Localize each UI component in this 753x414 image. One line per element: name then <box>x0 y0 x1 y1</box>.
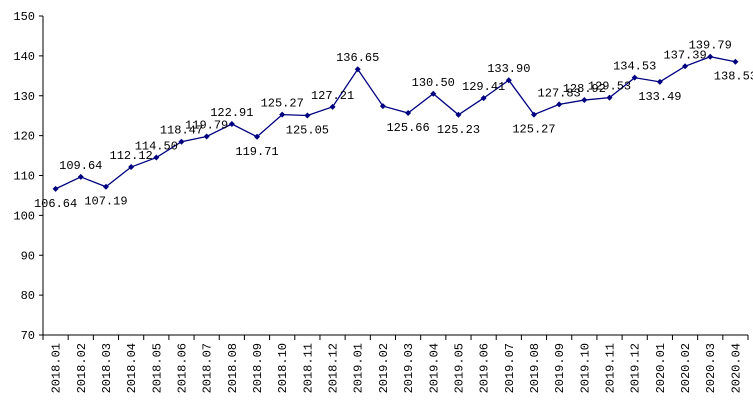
x-tick-label: 2020.04 <box>729 343 743 393</box>
y-tick-label: 120 <box>13 130 35 144</box>
marker <box>279 111 286 118</box>
x-tick-label: 2019.02 <box>377 343 391 393</box>
marker <box>304 112 311 119</box>
x-tick-label: 2020.02 <box>679 343 693 393</box>
marker <box>354 66 361 73</box>
data-label: 125.27 <box>512 123 555 137</box>
marker <box>203 133 210 140</box>
marker <box>405 110 412 117</box>
data-label: 106.64 <box>34 197 77 211</box>
marker <box>52 185 59 192</box>
x-tick-label: 2018.04 <box>125 343 139 393</box>
y-tick-label: 110 <box>13 170 35 184</box>
marker <box>455 111 462 118</box>
marker <box>480 95 487 102</box>
x-tick-label: 2018.02 <box>75 343 89 393</box>
data-label: 133.49 <box>638 90 681 104</box>
y-tick-label: 80 <box>21 289 35 303</box>
data-label: 119.71 <box>235 145 278 159</box>
marker <box>682 63 689 70</box>
data-label: 107.19 <box>84 195 127 209</box>
marker <box>556 101 563 108</box>
x-tick-label: 2020.03 <box>704 343 718 393</box>
marker <box>228 121 235 128</box>
marker <box>128 164 135 171</box>
x-tick-label: 2019.07 <box>503 343 517 393</box>
x-tick-label: 2018.03 <box>100 343 114 393</box>
data-label: 119.79 <box>185 118 228 132</box>
x-tick-label: 2019.08 <box>528 343 542 393</box>
data-label: 129.53 <box>588 80 631 94</box>
marker <box>254 133 261 140</box>
data-label: 134.53 <box>613 60 656 74</box>
marker <box>379 103 386 110</box>
data-label: 112.12 <box>110 149 153 163</box>
data-label: 125.23 <box>437 123 480 137</box>
data-label: 138.53 <box>714 70 753 84</box>
x-tick-label: 2020.01 <box>654 343 668 393</box>
x-tick-label: 2019.06 <box>478 343 492 393</box>
marker <box>732 58 739 65</box>
x-tick-label: 2019.01 <box>352 343 366 393</box>
y-tick-label: 70 <box>21 329 35 343</box>
x-tick-label: 2018.05 <box>150 343 164 393</box>
marker <box>530 111 537 118</box>
y-tick-label: 150 <box>13 10 35 24</box>
y-tick-label: 90 <box>21 249 35 263</box>
data-label: 125.27 <box>261 97 304 111</box>
data-label: 139.79 <box>689 39 732 53</box>
line <box>55 56 736 190</box>
marker <box>631 74 638 81</box>
x-tick-label: 2018.01 <box>50 343 64 393</box>
x-tick-label: 2018.10 <box>276 343 290 393</box>
data-label: 125.05 <box>286 123 329 137</box>
marker <box>707 53 714 60</box>
data-label: 127.21 <box>311 89 354 103</box>
y-tick-label: 140 <box>13 50 35 64</box>
x-tick-label: 2019.12 <box>629 343 643 393</box>
marker <box>77 173 84 180</box>
x-tick-label: 2018.06 <box>175 343 189 393</box>
data-label: 114.50 <box>135 140 178 154</box>
marker <box>430 90 437 97</box>
marker <box>656 78 663 85</box>
data-label: 129.41 <box>462 80 505 94</box>
marker <box>606 94 613 101</box>
data-label: 133.90 <box>487 62 530 76</box>
data-label: 125.66 <box>386 121 429 135</box>
x-tick-label: 2019.09 <box>553 343 567 393</box>
marker <box>178 138 185 145</box>
marker <box>329 103 336 110</box>
x-tick-label: 2018.09 <box>251 343 265 393</box>
x-tick-label: 2018.12 <box>327 343 341 393</box>
marker <box>581 97 588 104</box>
x-tick-label: 2018.11 <box>301 343 315 393</box>
marker <box>505 77 512 84</box>
x-tick-label: 2019.11 <box>604 343 618 393</box>
x-tick-label: 2019.03 <box>402 343 416 393</box>
x-tick-label: 2018.08 <box>226 343 240 393</box>
data-label: 122.91 <box>210 106 253 120</box>
data-label: 130.50 <box>412 76 455 90</box>
data-label: 127.83 <box>538 86 581 100</box>
data-label: 128.92 <box>563 82 606 96</box>
data-label: 137.39 <box>663 48 706 62</box>
data-label: 118.47 <box>160 124 203 138</box>
y-tick-label: 130 <box>13 90 35 104</box>
marker <box>153 154 160 161</box>
data-label: 109.64 <box>59 159 102 173</box>
x-tick-label: 2018.07 <box>201 343 215 393</box>
x-tick-label: 2019.05 <box>452 343 466 393</box>
x-tick-label: 2019.04 <box>427 343 441 393</box>
data-label: 136.65 <box>336 51 379 65</box>
y-tick-label: 100 <box>13 209 35 223</box>
marker <box>102 183 109 190</box>
x-tick-label: 2019.10 <box>578 343 592 393</box>
